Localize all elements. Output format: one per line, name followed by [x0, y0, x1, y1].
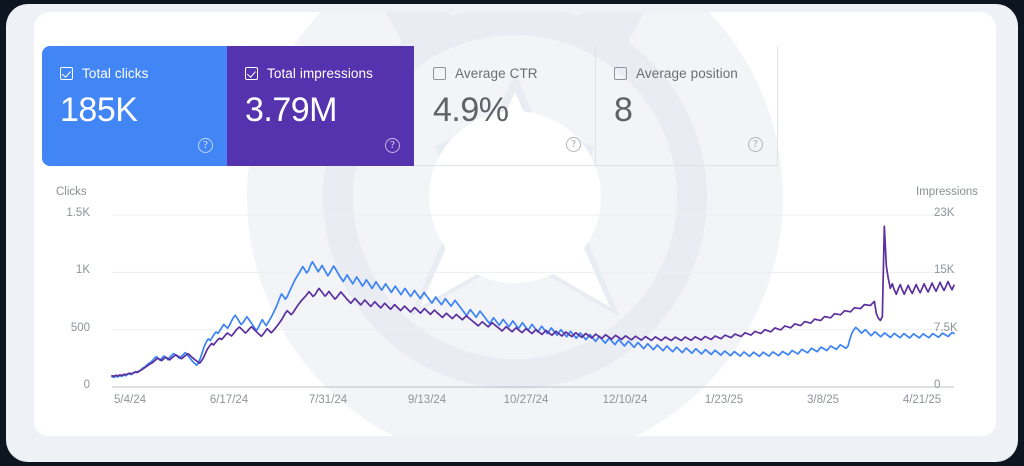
- performance-panel: Total clicks 185K ? Total impressions 3.…: [34, 12, 996, 436]
- help-icon[interactable]: ?: [385, 138, 400, 153]
- metric-card-header: Total impressions: [245, 66, 398, 81]
- performance-chart: Clicks Impressions 0 500 1K 1.5K 0 7.5K 15K 23…: [34, 172, 996, 422]
- metric-cards-row: Total clicks 185K ? Total impressions 3.…: [42, 46, 778, 166]
- average-position-label: Average position: [636, 66, 738, 81]
- help-icon[interactable]: ?: [566, 137, 581, 152]
- total-clicks-checkbox[interactable]: [60, 67, 73, 80]
- average-position-checkbox[interactable]: [614, 67, 627, 80]
- total-impressions-checkbox[interactable]: [245, 67, 258, 80]
- left-axis-title: Clicks: [56, 186, 87, 198]
- help-icon[interactable]: ?: [198, 138, 213, 153]
- metric-card-header: Total clicks: [60, 66, 211, 81]
- x-axis-tick: 3/8/25: [807, 394, 839, 406]
- left-axis-tick: 1K: [75, 264, 90, 277]
- total-clicks-label: Total clicks: [82, 66, 149, 81]
- x-axis-tick: 12/10/24: [602, 394, 648, 406]
- average-ctr-value: 4.9%: [433, 91, 509, 129]
- x-axis-tick: 9/13/24: [407, 394, 447, 406]
- metric-card-average-position[interactable]: Average position 8 ?: [596, 46, 778, 166]
- chart-plot: [111, 214, 955, 388]
- average-position-value: 8: [614, 91, 633, 129]
- left-axis-tick: 0: [83, 379, 90, 391]
- x-axis-tick: 7/31/24: [308, 394, 348, 406]
- series-line-impressions: [111, 225, 955, 378]
- x-axis-tick: 1/23/25: [704, 394, 744, 406]
- left-axis-tick: 1.5K: [66, 207, 90, 219]
- x-axis-tick: 6/17/24: [209, 394, 249, 406]
- right-axis-tick: 7.5K: [934, 321, 958, 334]
- outer-frame: Total clicks 185K ? Total impressions 3.…: [6, 4, 1018, 462]
- metric-card-total-clicks[interactable]: Total clicks 185K ?: [42, 46, 227, 166]
- x-axis-tick: 4/21/25: [902, 394, 942, 406]
- series-line-clicks: [111, 260, 955, 379]
- right-axis-tick: 15K: [934, 264, 955, 277]
- metric-card-average-ctr[interactable]: Average CTR 4.9% ?: [414, 46, 596, 166]
- help-icon[interactable]: ?: [748, 137, 763, 152]
- metric-card-total-impressions[interactable]: Total impressions 3.79M ?: [227, 46, 414, 166]
- right-axis-tick: 0: [934, 379, 941, 391]
- total-impressions-label: Total impressions: [267, 66, 373, 81]
- x-axis-tick: 5/4/24: [114, 394, 146, 406]
- x-axis-tick: 10/27/24: [503, 394, 549, 406]
- total-clicks-value: 185K: [60, 91, 138, 129]
- left-axis-tick: 500: [70, 321, 90, 334]
- right-axis-tick: 23K: [934, 207, 955, 219]
- total-impressions-value: 3.79M: [245, 91, 338, 129]
- metric-card-header: Average CTR: [433, 66, 579, 81]
- average-ctr-label: Average CTR: [455, 66, 538, 81]
- right-axis-title: Impressions: [916, 186, 978, 198]
- metric-card-header: Average position: [614, 66, 761, 81]
- average-ctr-checkbox[interactable]: [433, 67, 446, 80]
